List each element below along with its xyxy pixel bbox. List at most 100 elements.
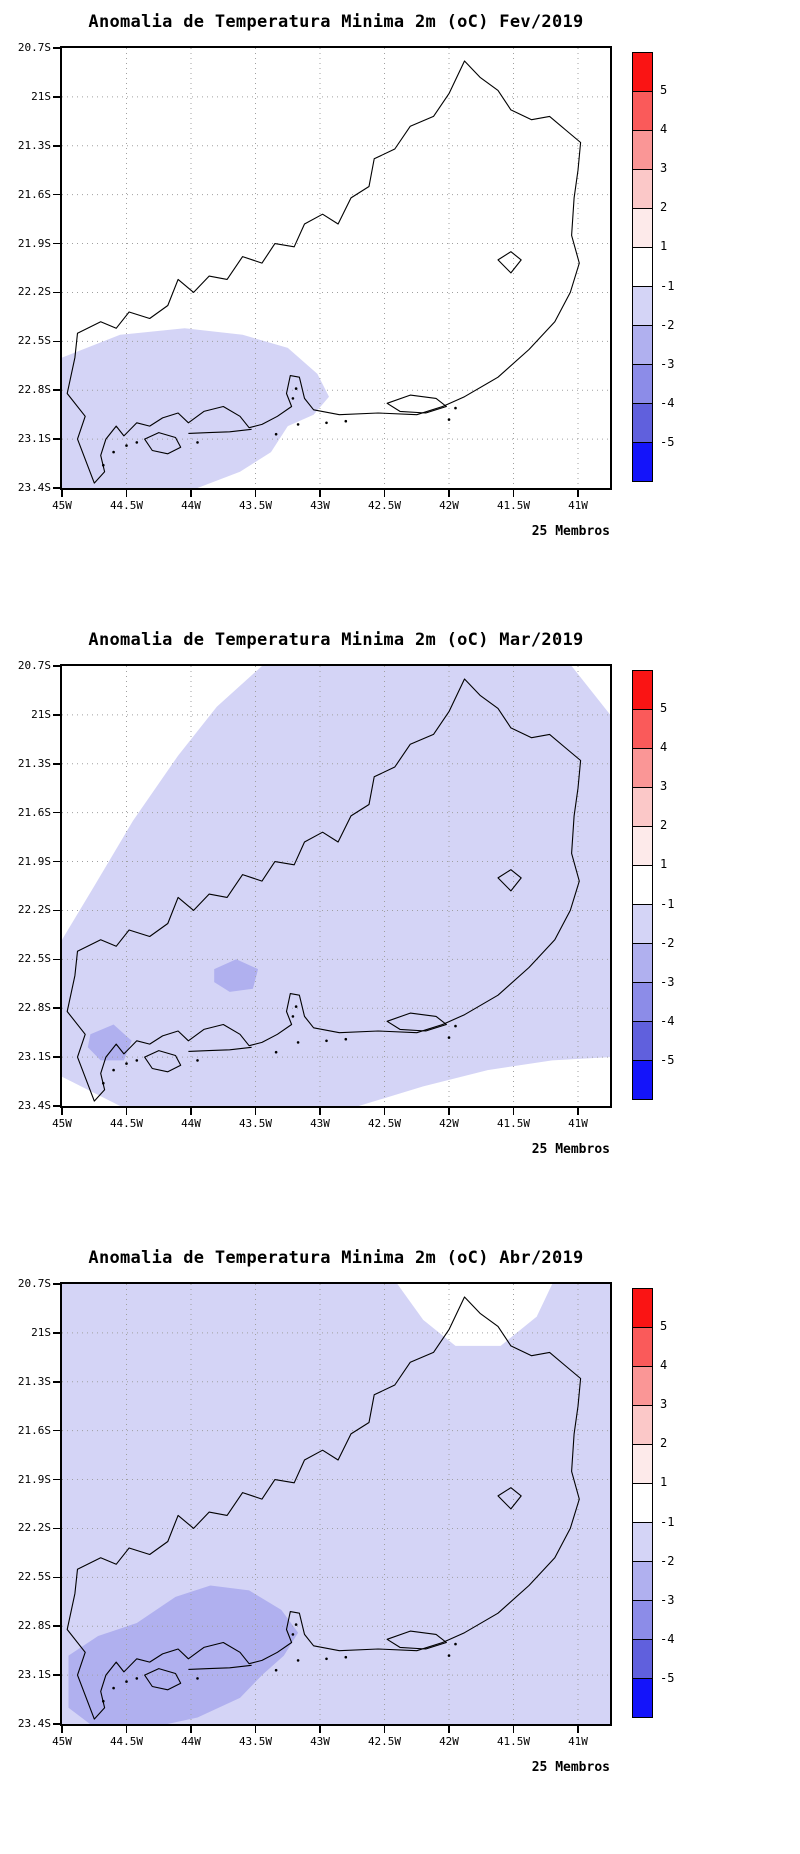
water-body-outline — [386, 394, 447, 414]
colorbar-tick-label: 4 — [660, 122, 668, 137]
water-body-outline — [386, 1630, 447, 1650]
anomaly-region — [62, 666, 610, 1106]
lon-tick-mark — [577, 1726, 579, 1733]
lat-tick-mark — [53, 763, 60, 765]
colorbar-segment — [633, 1289, 652, 1327]
islets — [102, 1005, 457, 1085]
anomaly-region — [87, 1024, 132, 1061]
islet-dot — [112, 450, 115, 454]
islet-dot — [102, 463, 105, 467]
islet-dot — [296, 423, 300, 426]
colorbar-tick-label: -1 — [660, 1514, 675, 1529]
lon-tick-mark — [383, 490, 386, 497]
lat-tick-mark — [53, 1056, 60, 1058]
colorbar-segment — [633, 286, 652, 325]
lon-tick-mark — [190, 490, 192, 497]
colorbar-segment — [633, 1483, 652, 1522]
colorbar-segment — [633, 748, 652, 787]
lon-tick-label: 44.5W — [109, 1735, 144, 1748]
lon-tick-mark — [319, 1108, 321, 1115]
colorbar-segment — [633, 403, 652, 442]
lat-tick-mark — [53, 1332, 60, 1334]
lon-tick-label: 45W — [52, 1735, 72, 1748]
lat-tick-mark — [53, 909, 60, 912]
lat-tick-mark — [53, 860, 60, 863]
lon-tick-mark — [319, 490, 321, 497]
chart-title: Anomalia de Temperatura Minima 2m (oC) A… — [88, 1248, 584, 1268]
lat-tick-mark — [53, 96, 60, 98]
map-plot-frame — [60, 46, 612, 490]
lat-tick-mark — [53, 665, 60, 667]
lon-tick-label: 45W — [52, 499, 72, 512]
islet-dot — [294, 387, 298, 390]
water-body-outline — [386, 1012, 447, 1032]
colorbar-segment — [633, 53, 652, 91]
islet-dot — [274, 1668, 278, 1672]
islet-dot — [294, 1005, 298, 1008]
colorbar-tick-label: 3 — [660, 779, 668, 794]
lon-tick-mark — [383, 1726, 386, 1733]
colorbar-tick-label: 5 — [660, 701, 668, 716]
lon-tick-mark — [512, 1108, 515, 1115]
islet-dot — [454, 1024, 457, 1028]
anomaly-region — [68, 1585, 299, 1724]
colorbar-tick-label: -1 — [660, 278, 675, 293]
colorbar-segment — [633, 130, 652, 169]
colorbar-tick-label: -5 — [660, 1052, 675, 1067]
lat-tick-label: 22.5S — [17, 334, 51, 348]
lat-tick-label: 21.3S — [17, 138, 51, 152]
lon-tick-label: 42.5W — [367, 499, 402, 512]
lon-tick-label: 41.5W — [496, 1117, 531, 1130]
lat-tick-mark — [53, 340, 60, 343]
lat-tick-mark — [53, 1674, 60, 1676]
islet-dot — [135, 1677, 139, 1680]
colorbar-segment — [633, 1600, 652, 1639]
lon-tick-mark — [383, 1108, 386, 1115]
colorbar-tick-label: -4 — [660, 395, 675, 410]
lat-tick-mark — [53, 811, 60, 814]
colorbar-tick-label: -2 — [660, 1553, 675, 1568]
lon-tick-mark — [61, 1108, 63, 1115]
lon-tick-label: 44W — [181, 1117, 201, 1130]
lat-tick-label: 21.6S — [17, 805, 51, 819]
lat-tick-label: 20.7S — [17, 659, 51, 672]
islet-dot — [296, 1041, 300, 1044]
lon-tick-label: 42.5W — [367, 1117, 402, 1130]
colorbar-segment — [633, 709, 652, 748]
lat-tick-mark — [53, 1105, 60, 1107]
chart-title: Anomalia de Temperatura Minima 2m (oC) M… — [88, 630, 584, 650]
colorbar-tick-label: 3 — [660, 161, 668, 176]
islet-dot — [291, 397, 295, 400]
lon-tick-label: 44.5W — [109, 1117, 144, 1130]
colorbar-segment — [633, 671, 652, 709]
state-outline — [66, 1296, 582, 1720]
lat-tick-mark — [53, 1283, 60, 1285]
lat-tick-label: 22.2S — [17, 903, 51, 917]
colorbar-segment — [633, 169, 652, 208]
lon-tick-mark — [577, 490, 579, 497]
anomaly-panel-abr2019: Anomalia de Temperatura Minima 2m (oC) A… — [0, 1236, 800, 1854]
lon-tick-mark — [190, 1726, 192, 1733]
islet-dot — [135, 441, 139, 444]
rio-de-janeiro-map — [62, 666, 610, 1106]
colorbar-segment — [633, 865, 652, 904]
lon-tick-label: 43W — [310, 1117, 330, 1130]
islet-dot — [291, 1633, 295, 1636]
lon-tick-mark — [125, 1108, 128, 1115]
colorbar-tick-label: -4 — [660, 1631, 675, 1646]
lat-tick-mark — [53, 1478, 60, 1481]
lat-tick-mark — [53, 1007, 60, 1009]
lon-tick-label: 41.5W — [496, 1735, 531, 1748]
lat-tick-label: 22.8S — [17, 1619, 51, 1633]
lat-tick-label: 20.7S — [17, 41, 51, 54]
lon-tick-label: 43W — [310, 499, 330, 512]
lat-tick-mark — [53, 958, 60, 961]
lat-tick-label: 21.9S — [17, 854, 51, 868]
lon-tick-label: 42W — [439, 1117, 459, 1130]
lat-tick-label: 22.5S — [17, 952, 51, 966]
lon-tick-label: 42W — [439, 1735, 459, 1748]
islet-dot — [102, 1081, 105, 1085]
colorbar-tick-label: 1 — [660, 239, 668, 254]
colorbar-tick-label: -2 — [660, 935, 675, 950]
colorbar-tick-label: 1 — [660, 857, 668, 872]
